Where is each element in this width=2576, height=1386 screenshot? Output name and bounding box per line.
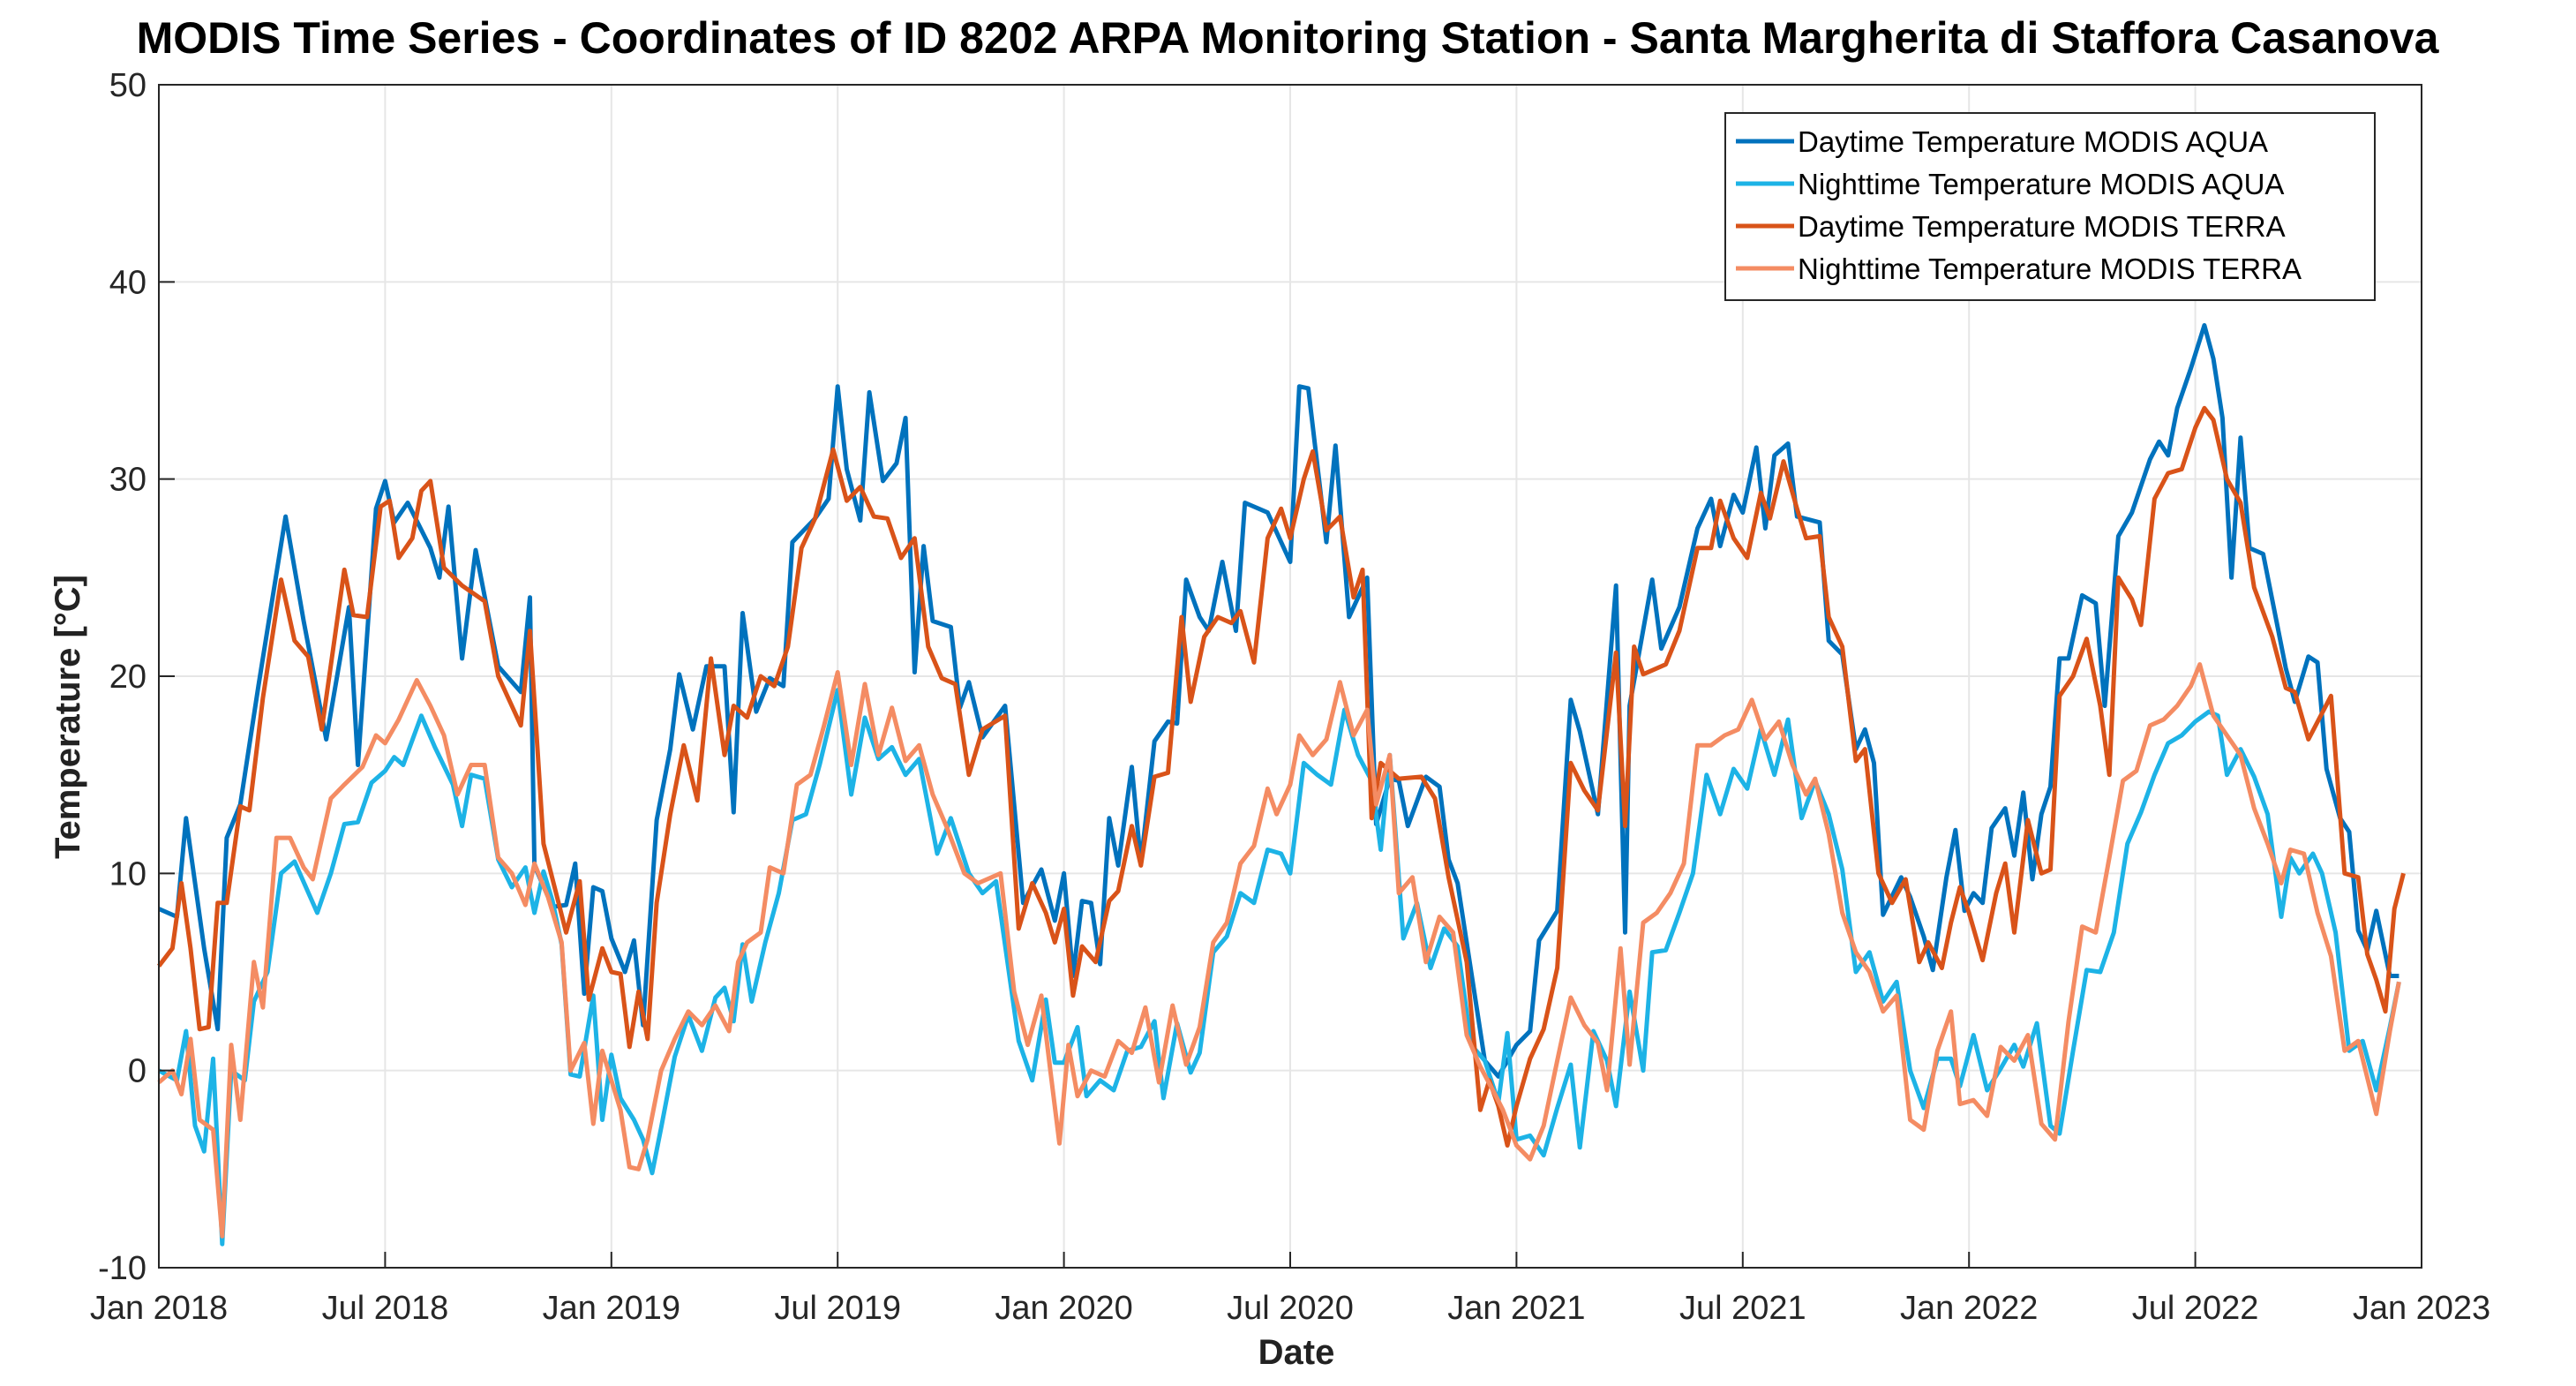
series-line-4: [157, 662, 2401, 1239]
legend-label-2: Nighttime Temperature MODIS AQUA: [1798, 168, 2284, 200]
x-tick-label: Jul 2022: [2132, 1290, 2259, 1327]
x-tick-label: Jan 2018: [90, 1290, 228, 1327]
x-tick-label: Jul 2018: [322, 1290, 449, 1327]
x-tick-label: Jul 2020: [1227, 1290, 1354, 1327]
y-tick-label: 30: [109, 462, 146, 499]
y-axis-label: Temperature [°C]: [49, 575, 87, 859]
x-tick-label: Jan 2019: [543, 1290, 680, 1327]
legend-label-1: Daytime Temperature MODIS AQUA: [1798, 125, 2268, 158]
y-tick-label: 20: [109, 659, 146, 696]
series-layer: [157, 323, 2406, 1247]
x-axis-ticks: Jan 2018 Jul 2018 Jan 2019 Jul 2019 Jan 2020…: [90, 1252, 2490, 1327]
x-tick-label: Jul 2021: [1679, 1290, 1806, 1327]
series-line-1: [157, 323, 2400, 1079]
y-tick-label: 40: [109, 264, 146, 301]
series-line-2: [157, 688, 2401, 1247]
x-tick-label: Jan 2022: [1900, 1290, 2038, 1327]
y-tick-label: -10: [98, 1250, 146, 1287]
legend-label-4: Nighttime Temperature MODIS TERRA: [1798, 252, 2302, 285]
x-tick-label: Jan 2021: [1447, 1290, 1585, 1327]
x-tick-label: Jan 2020: [995, 1290, 1132, 1327]
y-axis-ticks: -10 0 10 20 30 40 50: [98, 67, 175, 1287]
series-line-3: [157, 405, 2406, 1148]
y-tick-label: 0: [128, 1053, 146, 1090]
y-tick-label: 50: [109, 67, 146, 104]
legend: Daytime Temperature MODIS AQUA Nighttime …: [1724, 112, 2376, 301]
chart-title: MODIS Time Series - Coordinates of ID 82…: [137, 13, 2440, 63]
x-tick-label: Jan 2023: [2353, 1290, 2490, 1327]
legend-box: [1724, 112, 2376, 301]
legend-label-3: Daytime Temperature MODIS TERRA: [1798, 210, 2286, 243]
y-tick-label: 10: [109, 855, 146, 893]
x-axis-label: Date: [1258, 1333, 1335, 1372]
x-tick-label: Jul 2019: [774, 1290, 901, 1327]
